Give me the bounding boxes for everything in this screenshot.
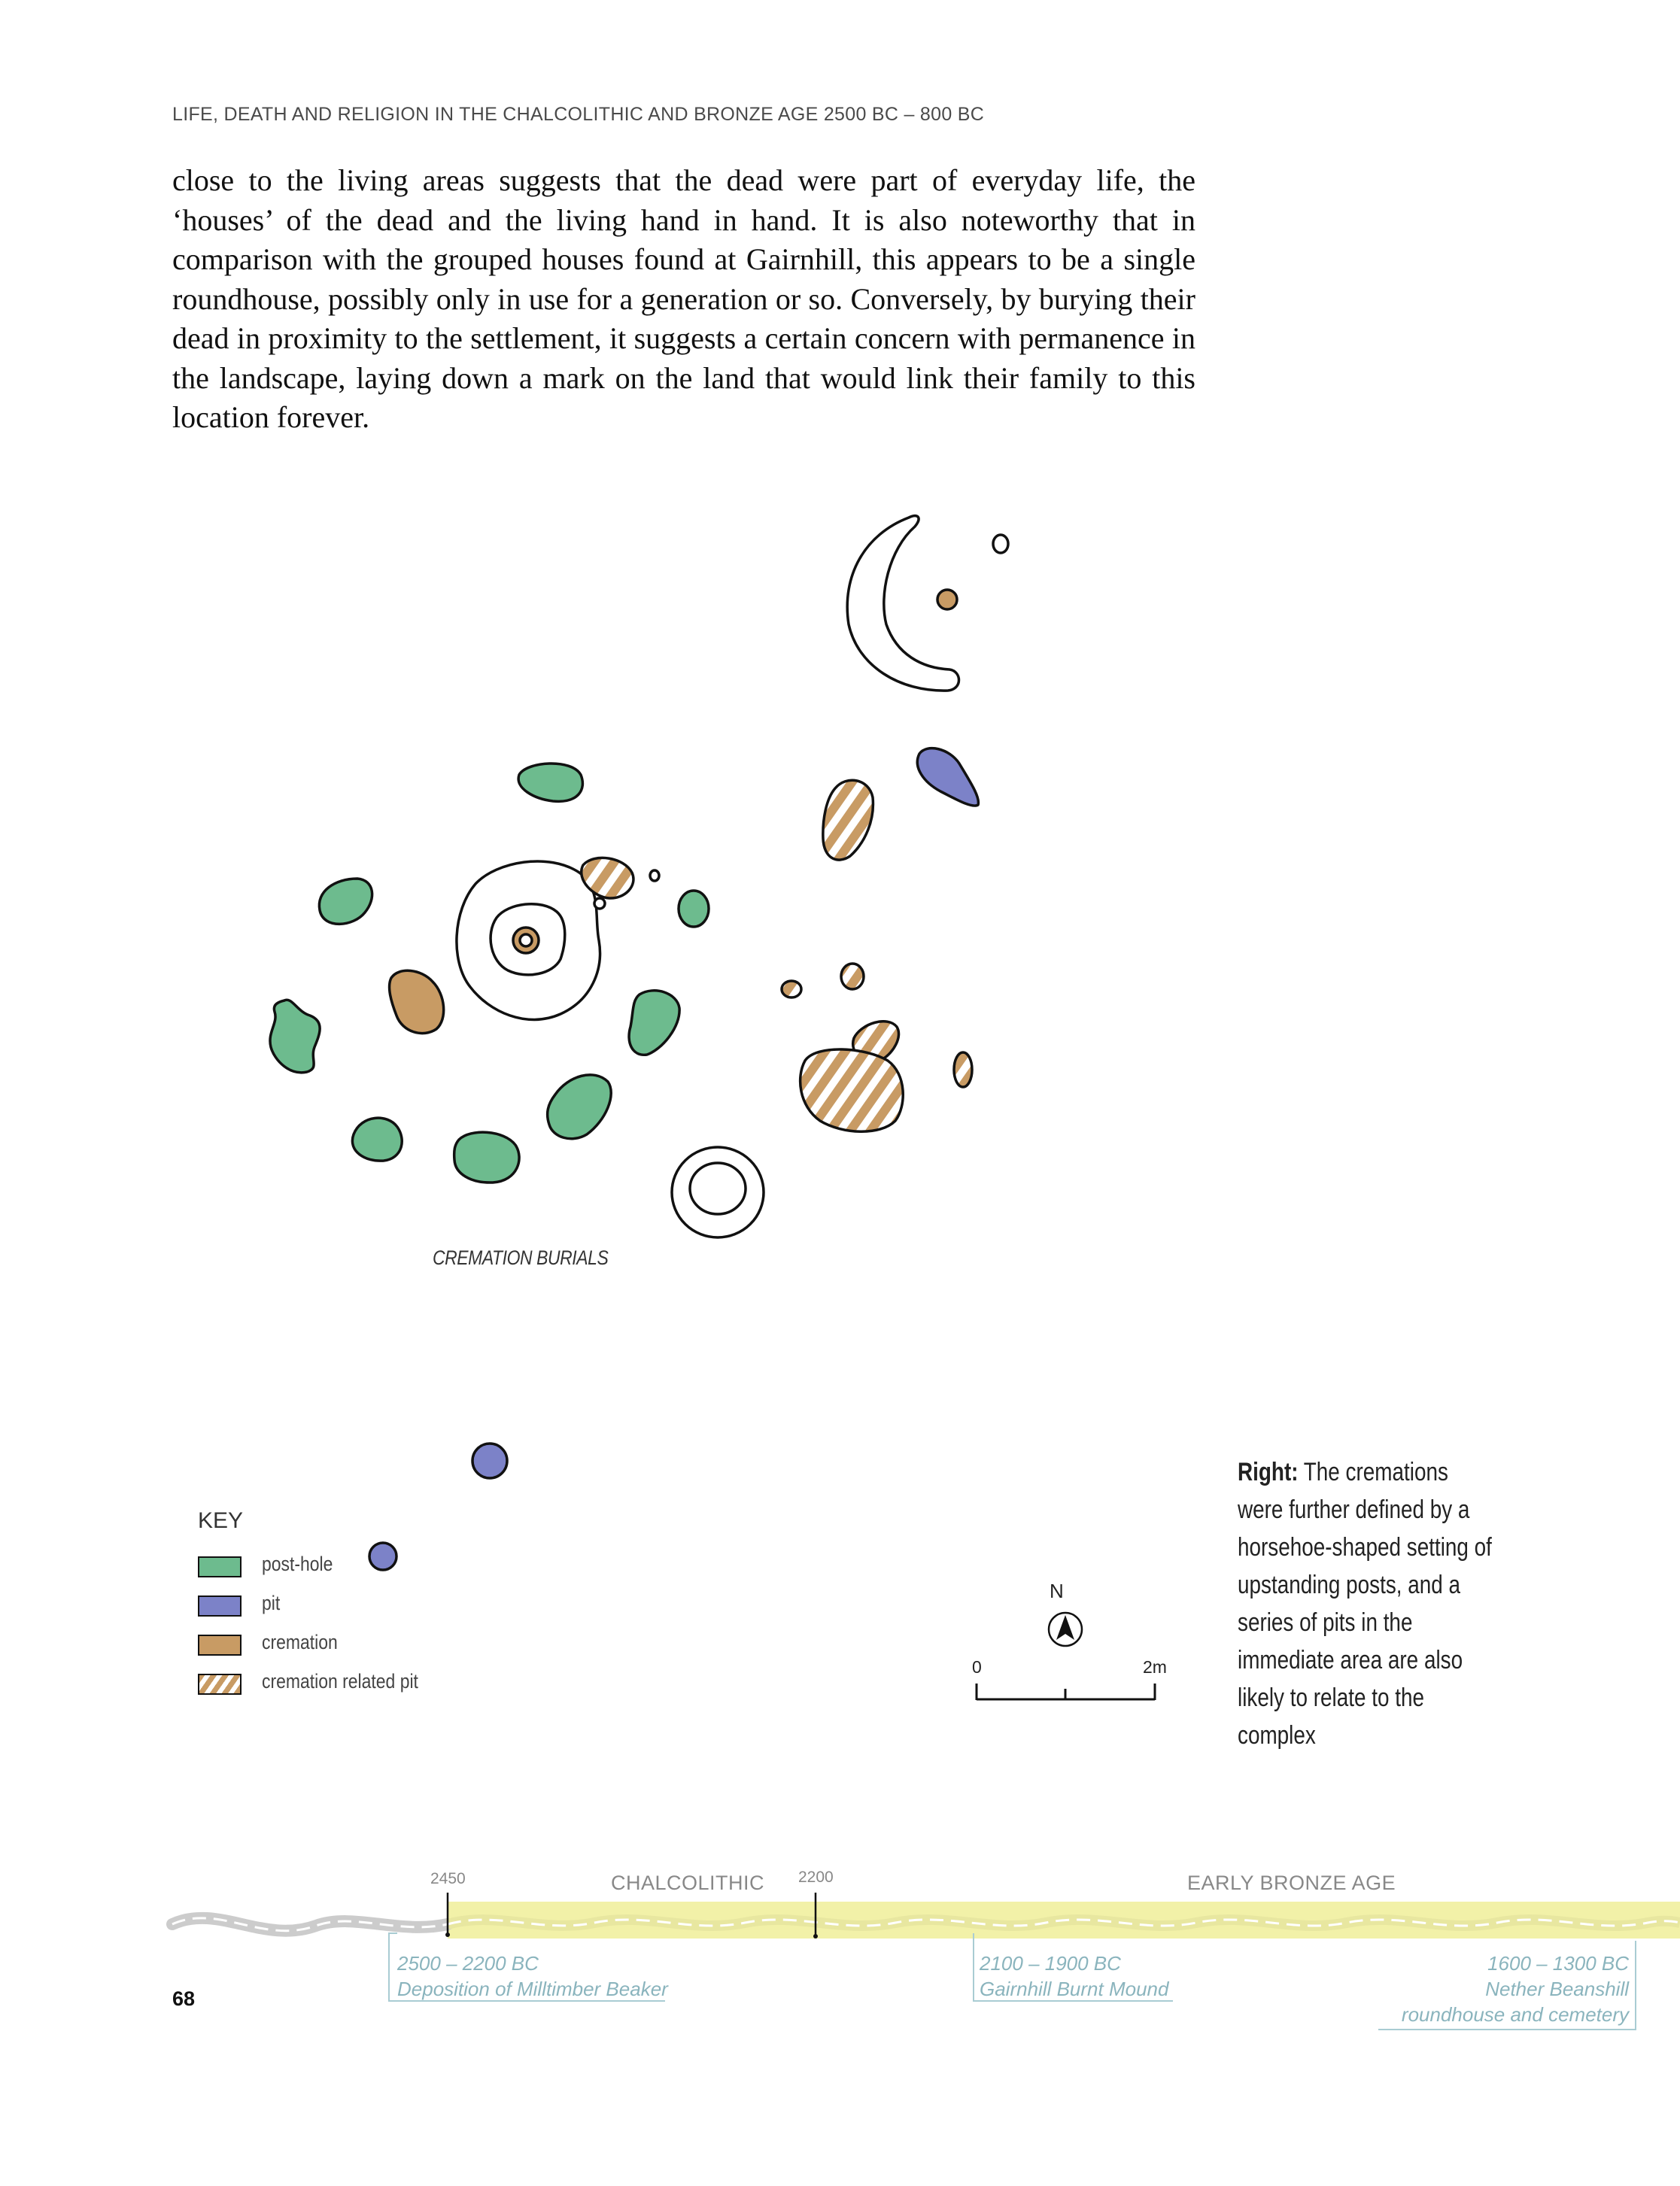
cremation-related-pit bbox=[952, 1051, 974, 1088]
key-label: pit bbox=[262, 1592, 281, 1614]
key-label: cremation related pit bbox=[262, 1670, 418, 1693]
event-label: Gairnhill Burnt Mound bbox=[980, 1978, 1169, 2000]
scale-bar bbox=[975, 1684, 1156, 1701]
timeline-event: 2500 – 2200 BC Deposition of Milltimber … bbox=[397, 1951, 668, 2002]
central-cremation-core bbox=[518, 933, 533, 948]
post-hole-feature bbox=[517, 762, 585, 803]
timeline-period: CHALCOLITHIC bbox=[611, 1872, 765, 1894]
figure-caption: Right: The cremations were further defin… bbox=[1238, 1453, 1496, 1754]
event-date: 2100 – 1900 BC bbox=[980, 1952, 1121, 1975]
post-hole-feature bbox=[627, 989, 681, 1056]
timeline-event: 1600 – 1300 BC Nether Beanshill roundhou… bbox=[1388, 1951, 1629, 2027]
cremation-related-pit bbox=[798, 1048, 904, 1133]
running-head: LIFE, DEATH AND RELIGION IN THE CHALCOLI… bbox=[172, 104, 985, 125]
event-date: 2500 – 2200 BC bbox=[397, 1952, 539, 1975]
scale-end-label: 2m bbox=[1143, 1657, 1167, 1677]
small-post-outline bbox=[649, 869, 661, 882]
timeline-period: EARLY BRONZE AGE bbox=[1187, 1872, 1396, 1894]
post-hole-feature bbox=[269, 998, 321, 1074]
page-number: 68 bbox=[172, 1987, 196, 2010]
timeline-year: 2450 bbox=[430, 1870, 466, 1887]
ring-feature-inner bbox=[688, 1161, 747, 1216]
key-label: cremation bbox=[262, 1631, 338, 1653]
post-hole-swatch bbox=[198, 1556, 242, 1577]
cremation-related-pit-swatch bbox=[198, 1674, 242, 1695]
cremation-related-pit bbox=[580, 856, 635, 900]
post-hole-feature bbox=[351, 1116, 403, 1162]
pit-feature bbox=[368, 1541, 398, 1571]
timeline-bar bbox=[166, 1893, 1680, 2030]
pit-feature bbox=[471, 1442, 509, 1480]
pit-feature bbox=[916, 746, 980, 807]
post-hole-feature bbox=[317, 877, 374, 926]
north-arrow-icon bbox=[1047, 1611, 1083, 1647]
timeline-event: 2100 – 1900 BC Gairnhill Burnt Mound bbox=[980, 1951, 1168, 2002]
post-hole-feature bbox=[452, 1131, 521, 1184]
scale-start-label: 0 bbox=[972, 1657, 982, 1677]
caption-text: The cremations were further defined by a… bbox=[1238, 1458, 1492, 1750]
caption-lead: Right: bbox=[1238, 1458, 1299, 1486]
event-label: Nether Beanshill roundhouse and cemetery bbox=[1401, 1978, 1629, 2026]
event-label: Deposition of Milltimber Beaker bbox=[397, 1978, 668, 2000]
north-label: N bbox=[1050, 1580, 1064, 1602]
cremation-related-pit bbox=[822, 779, 875, 861]
timeline-year: 2200 bbox=[798, 1869, 834, 1886]
cremation-related-pit bbox=[840, 962, 865, 991]
cremation-feature bbox=[387, 969, 445, 1035]
body-paragraph: close to the living areas suggests that … bbox=[172, 163, 1195, 434]
event-date: 1600 – 1300 BC bbox=[1487, 1952, 1629, 1975]
pit-swatch bbox=[198, 1595, 242, 1617]
figure-label: CREMATION BURIALS bbox=[433, 1246, 609, 1269]
cremation-swatch bbox=[198, 1635, 242, 1656]
key-title: KEY bbox=[198, 1508, 244, 1533]
small-post-outline bbox=[593, 897, 606, 910]
post-hole-feature bbox=[677, 889, 710, 928]
key-label: post-hole bbox=[262, 1553, 333, 1575]
post-hole-feature bbox=[545, 1073, 612, 1140]
small-pit-outline bbox=[992, 533, 1010, 554]
horseshoe-ditch bbox=[846, 514, 961, 692]
cremation-related-pit bbox=[780, 979, 803, 999]
cremation-feature bbox=[936, 588, 958, 611]
